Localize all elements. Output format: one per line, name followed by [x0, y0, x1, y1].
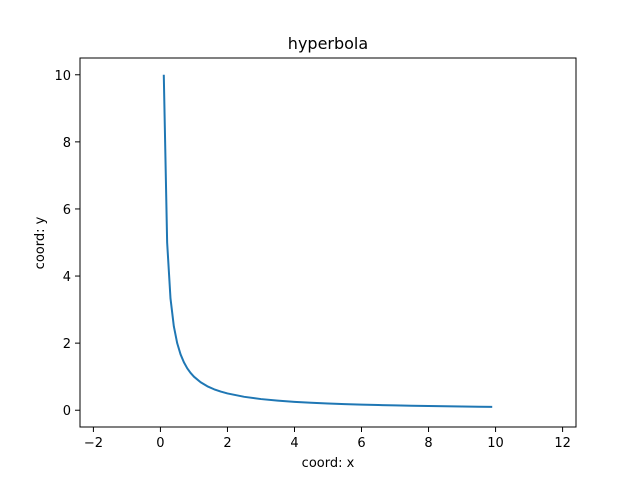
x-tick-label: 8 [424, 436, 432, 451]
y-tick-label: 6 [63, 203, 71, 218]
x-tick-label: 0 [156, 436, 164, 451]
x-tick-label: 6 [357, 436, 365, 451]
x-tick-label: 12 [554, 436, 571, 451]
x-axis-ticks: −2 0 2 4 6 8 10 12 [84, 427, 571, 451]
plot-area [162, 74, 493, 408]
x-axis-label: coord: x [302, 456, 355, 471]
y-axis-label: coord: y [33, 216, 48, 269]
y-tick-label: 8 [63, 136, 71, 151]
chart-title: hyperbola [288, 34, 368, 53]
axes-frame [79, 57, 577, 428]
x-tick-label: −2 [84, 436, 103, 451]
x-tick-label: 2 [223, 436, 231, 451]
y-tick-label: 2 [63, 337, 71, 352]
y-tick-label: 4 [63, 270, 71, 285]
y-tick-label: 0 [63, 404, 71, 419]
series-line-0 [162, 74, 493, 408]
x-tick-label: 10 [487, 436, 504, 451]
y-tick-label: 10 [54, 69, 71, 84]
y-axis-ticks: 0 2 4 6 8 10 [54, 69, 80, 419]
x-tick-label: 4 [290, 436, 298, 451]
